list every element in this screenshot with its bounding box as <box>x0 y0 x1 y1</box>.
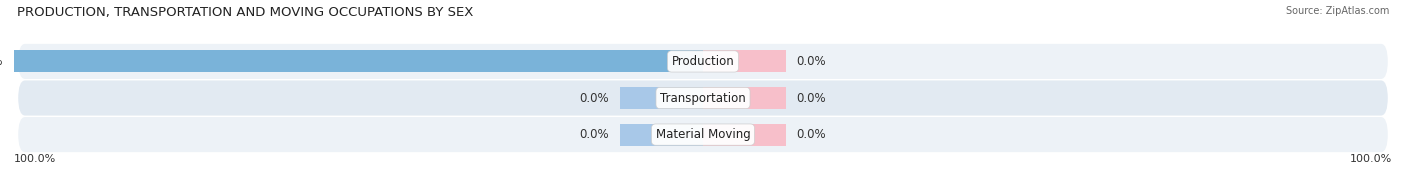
Bar <box>620 87 703 109</box>
Bar <box>703 124 786 146</box>
Text: 0.0%: 0.0% <box>797 55 827 68</box>
FancyBboxPatch shape <box>18 80 1388 116</box>
Legend: Male, Female: Male, Female <box>630 193 776 196</box>
Bar <box>14 50 703 72</box>
Text: 0.0%: 0.0% <box>579 92 609 104</box>
Text: 100.0%: 100.0% <box>1350 154 1392 164</box>
Bar <box>703 87 786 109</box>
Text: Source: ZipAtlas.com: Source: ZipAtlas.com <box>1285 6 1389 16</box>
FancyBboxPatch shape <box>18 117 1388 152</box>
Text: 0.0%: 0.0% <box>797 92 827 104</box>
FancyBboxPatch shape <box>18 44 1388 79</box>
Text: PRODUCTION, TRANSPORTATION AND MOVING OCCUPATIONS BY SEX: PRODUCTION, TRANSPORTATION AND MOVING OC… <box>17 6 474 19</box>
Text: Material Moving: Material Moving <box>655 128 751 141</box>
Text: 100.0%: 100.0% <box>0 55 3 68</box>
Text: 0.0%: 0.0% <box>797 128 827 141</box>
Text: 100.0%: 100.0% <box>14 154 56 164</box>
Bar <box>703 50 786 72</box>
Text: Production: Production <box>672 55 734 68</box>
Text: 0.0%: 0.0% <box>579 128 609 141</box>
Bar <box>620 124 703 146</box>
Text: Transportation: Transportation <box>661 92 745 104</box>
